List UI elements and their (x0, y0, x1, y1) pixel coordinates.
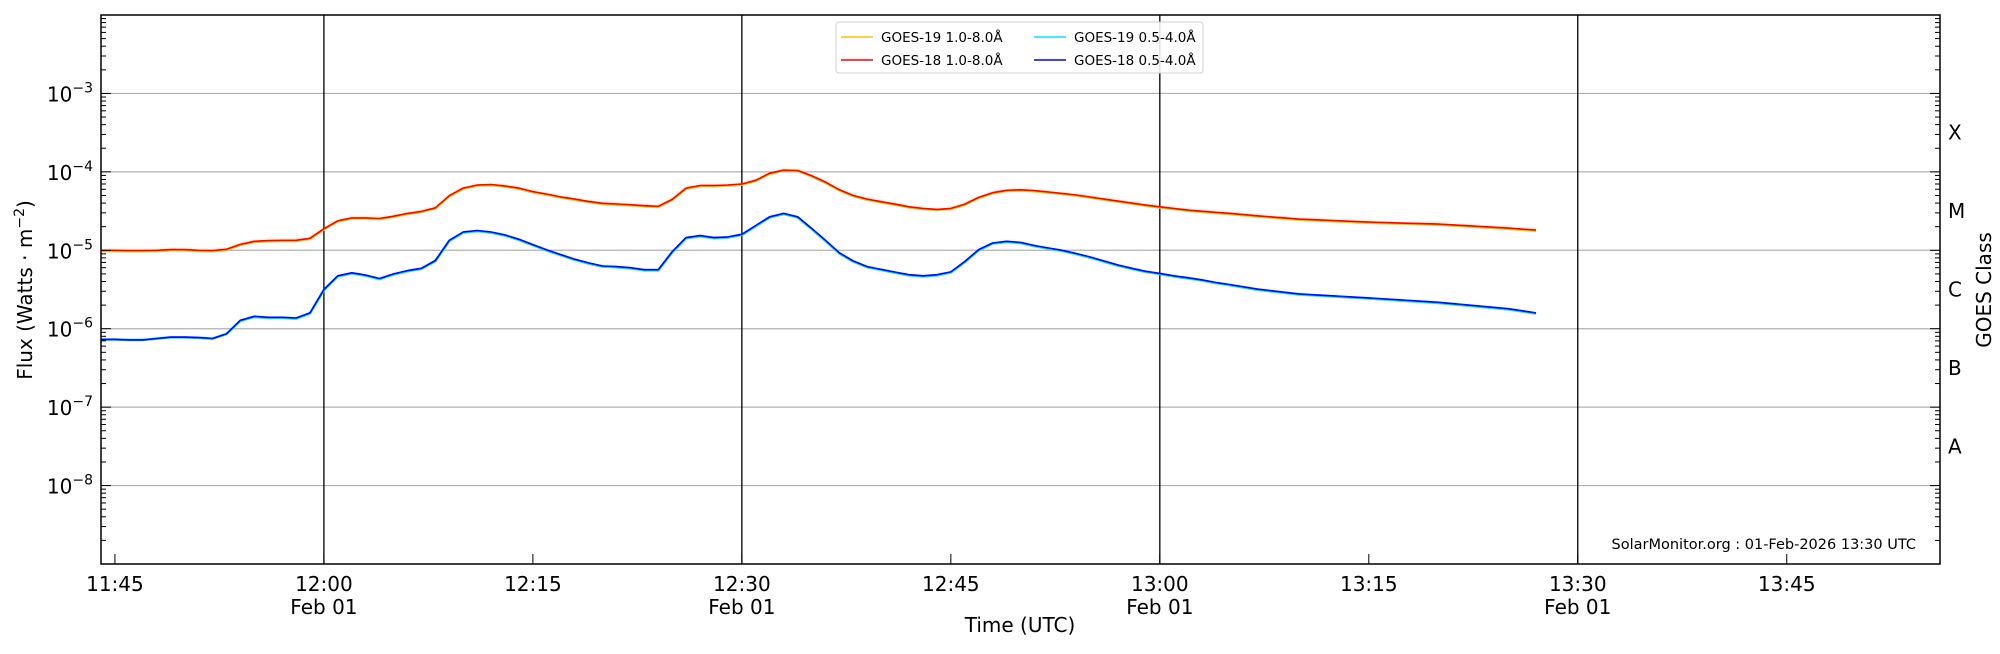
solarmonitor-annotation: SolarMonitor.org : 01-Feb-2026 13:30 UTC (1612, 537, 1916, 553)
goes-class-labels: X M C B A (1948, 121, 1965, 459)
y-tick-label: 10−4 (47, 159, 93, 185)
goes-class-label: X (1948, 121, 1962, 145)
x-tick-label: 12:45 (922, 572, 980, 596)
x-tick-label: 13:45 (1758, 572, 1816, 596)
x-axis-label: Time (UTC) (964, 613, 1076, 637)
series-lines (101, 169, 1537, 342)
y-tick-label: 10−6 (47, 316, 93, 342)
goes-class-label: B (1948, 356, 1962, 380)
goes-class-label: M (1948, 199, 1965, 223)
legend-label-goes18-long: GOES-18 1.0-8.0Å (881, 52, 1003, 69)
axis-ticks (101, 18, 1940, 565)
x-tick-date-label: Feb 01 (290, 595, 357, 619)
series-line-goes-19-1-0-8-0 (101, 169, 1537, 253)
grid-lines (101, 92, 1940, 487)
y-tick-base: 10 (47, 318, 72, 342)
x-tick-label: 12:00 (295, 572, 353, 596)
x-tick-date-label: Feb 01 (1544, 595, 1611, 619)
x-tick-label: 13:15 (1340, 572, 1398, 596)
day-vertical-lines (323, 15, 1579, 564)
x-tick-label: 12:30 (713, 572, 771, 596)
series-line-goes-18-0-5-4-0 (101, 212, 1537, 341)
x-tick-date-label: Feb 01 (708, 595, 775, 619)
y-axis-label: Flux (Watts · m−2) (12, 200, 37, 380)
goes-class-axis-label: GOES Class (1972, 232, 1996, 348)
y-tick-base: 10 (47, 82, 72, 106)
y-tick-labels: 10−310−410−510−610−710−8 (47, 80, 93, 498)
x-tick-date-label: Feb 01 (1126, 595, 1193, 619)
y-tick-label: 10−3 (47, 80, 93, 106)
legend: GOES-19 1.0-8.0Å GOES-18 1.0-8.0Å GOES-1… (835, 21, 1204, 74)
legend-label-goes19-short: GOES-19 0.5-4.0Å (1074, 29, 1196, 46)
goes-class-label: C (1948, 278, 1962, 302)
legend-box (835, 21, 1204, 74)
x-tick-label: 11:45 (86, 572, 144, 596)
y-axis-label-prefix: Flux (Watts · m (13, 229, 37, 380)
y-tick-label: 10−7 (47, 394, 93, 420)
y-tick-base: 10 (47, 396, 72, 420)
y-tick-exponent: −3 (72, 80, 93, 96)
y-tick-exponent: −8 (72, 473, 93, 489)
y-tick-label: 10−5 (47, 237, 93, 263)
legend-label-goes18-short: GOES-18 0.5-4.0Å (1074, 52, 1196, 69)
x-tick-label: 13:30 (1549, 572, 1607, 596)
series-line-goes-18-1-0-8-0 (101, 169, 1537, 252)
y-tick-exponent: −5 (72, 237, 93, 253)
x-tick-label: 13:00 (1131, 572, 1189, 596)
y-axis-label-exponent: −2 (12, 208, 28, 229)
x-tick-label: 12:15 (504, 572, 562, 596)
goes-class-label: A (1948, 434, 1962, 458)
y-tick-exponent: −7 (72, 394, 93, 410)
plot-frame (100, 14, 1941, 565)
y-tick-exponent: −4 (72, 159, 93, 175)
series-line-goes-19-0-5-4-0 (101, 212, 1537, 342)
y-tick-base: 10 (47, 475, 72, 499)
y-tick-base: 10 (47, 161, 72, 185)
y-tick-exponent: −6 (72, 316, 93, 332)
y-tick-label: 10−8 (47, 473, 93, 499)
y-axis-label-suffix: ) (13, 200, 37, 208)
legend-label-goes19-long: GOES-19 1.0-8.0Å (881, 29, 1003, 46)
y-tick-base: 10 (47, 239, 72, 263)
